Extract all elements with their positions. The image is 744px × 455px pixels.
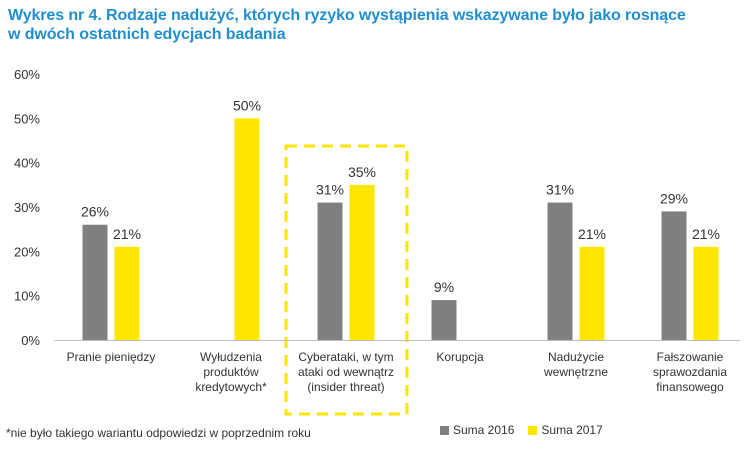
legend-swatch-2017 <box>528 425 538 435</box>
y-tick-label: 40% <box>14 156 40 171</box>
y-tick-label: 20% <box>14 244 40 259</box>
category-label: produktów <box>203 365 259 379</box>
category-label: finansowego <box>656 380 724 394</box>
chart-title-line-1: Wykres nr 4. Rodzaje nadużyć, których ry… <box>8 7 686 24</box>
highlight-box <box>284 144 409 416</box>
y-tick-label: 50% <box>14 111 40 126</box>
data-label: 29% <box>660 190 688 206</box>
bar-2017-5 <box>693 246 719 340</box>
bar-2016-5 <box>661 211 687 340</box>
data-label: 21% <box>578 226 606 242</box>
legend: Suma 2016 Suma 2017 <box>440 423 617 437</box>
category-label: (insider threat) <box>307 380 384 394</box>
y-tick-label: 30% <box>14 200 40 215</box>
data-label: 31% <box>316 182 344 198</box>
category-label: Pranie pieniędzy <box>67 350 156 364</box>
footnote: *nie było takiego wariantu odpowiedzi w … <box>6 426 311 440</box>
data-label: 35% <box>348 164 376 180</box>
data-label: 21% <box>113 226 141 242</box>
data-label: 9% <box>434 279 454 295</box>
bar-2016-4 <box>547 202 573 340</box>
bar-2016-2 <box>317 202 343 340</box>
y-tick-label: 10% <box>14 289 40 304</box>
y-tick-label: 60% <box>14 67 40 82</box>
category-label: Cyberataki, w tym <box>298 350 393 364</box>
bar-2017-4 <box>579 246 605 340</box>
data-label: 50% <box>233 97 261 113</box>
category-label: wewnętrzne <box>543 365 608 379</box>
y-tick-label: 0% <box>21 333 40 348</box>
x-axis: Pranie pieniędzy Wyłudzeniaproduktówkredy… <box>54 340 740 394</box>
bar-2016-0 <box>82 224 108 340</box>
y-axis: 0% 10% 20% 30% 40% 50% 60% <box>14 67 40 348</box>
legend-item-2017: Suma 2017 <box>528 423 603 437</box>
bar-chart: 0% 10% 20% 30% 40% 50% 60% 26% 31% 9% 31% 29% 21% 50… <box>14 67 740 416</box>
data-label: 31% <box>546 182 574 198</box>
chart-title-line-2: w dwóch ostatnich edycjach badania <box>8 26 286 43</box>
data-labels: 26% 31% 9% 31% 29% 21% 50% 35% 21% 21% <box>81 97 720 295</box>
chart-title: Wykres nr 4. Rodzaje nadużyć, których ry… <box>8 6 738 44</box>
category-label: Nadużycie <box>548 350 604 364</box>
legend-label-2017: Suma 2017 <box>541 423 603 437</box>
bar-2016-3 <box>431 300 457 340</box>
highlight-dashed-box <box>284 144 409 416</box>
category-label: Fałszowanie <box>657 350 724 364</box>
category-label: kredytowych* <box>195 380 267 394</box>
legend-swatch-2016 <box>440 425 449 435</box>
legend-item-2016: Suma 2016 <box>440 423 514 437</box>
bar-2017-1 <box>234 118 260 340</box>
bars <box>82 118 719 340</box>
data-label: 21% <box>692 226 720 242</box>
bar-2017-2 <box>349 184 375 340</box>
category-label: Korupcja <box>436 350 484 364</box>
bar-2017-0 <box>114 246 140 340</box>
category-label: ataki od wewnątrz <box>298 365 394 379</box>
data-label: 26% <box>81 204 109 220</box>
category-label: Wyłudzenia <box>200 350 262 364</box>
category-label: sprawozdania <box>653 365 727 379</box>
legend-label-2016: Suma 2016 <box>453 423 515 437</box>
